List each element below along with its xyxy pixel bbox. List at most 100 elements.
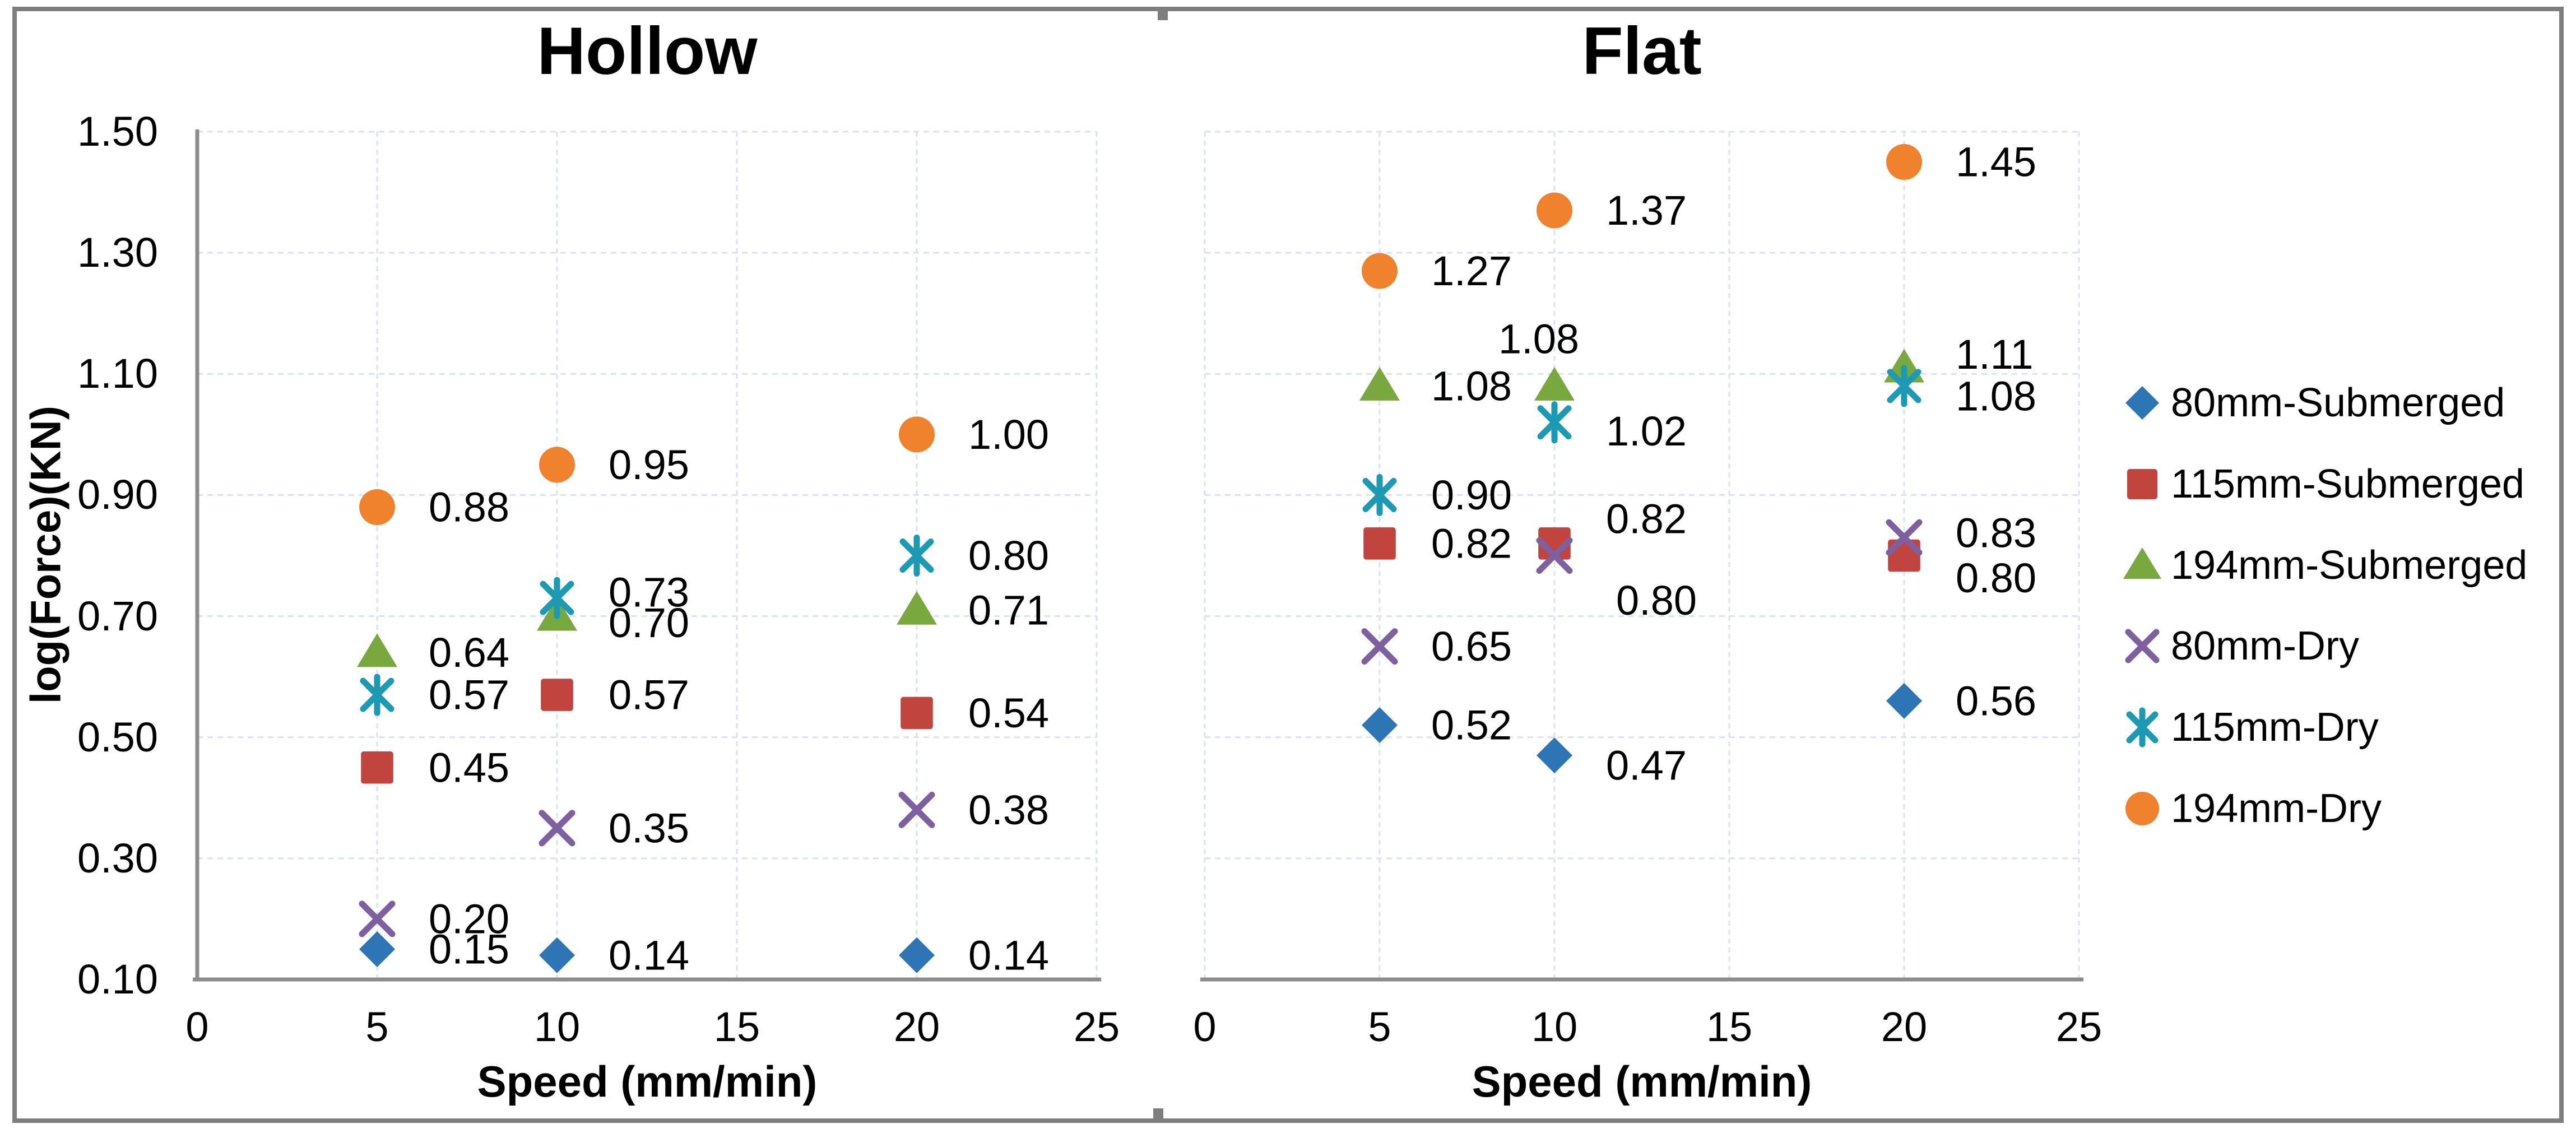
- data-label: 0.82: [1606, 495, 1687, 542]
- square-marker-icon: [2127, 468, 2157, 499]
- data-label: 1.00: [968, 411, 1049, 458]
- y-tick-label: 0.90: [77, 471, 158, 518]
- legend-label: 115mm-Dry: [2171, 705, 2379, 750]
- data-label: 0.14: [609, 932, 689, 978]
- data-label: 0.70: [609, 600, 689, 646]
- triangle-marker-icon: [2123, 547, 2161, 579]
- square-marker-icon: [901, 696, 933, 730]
- series-115mm-Dry: 0.57 0.73 0.80: [360, 532, 1049, 718]
- legend-item-80mm-Dry: 80mm-Dry: [2122, 623, 2359, 669]
- x-marker-icon: [898, 791, 935, 828]
- circle-marker-icon: [1537, 192, 1572, 229]
- legend-item-115mm-Submerged: 115mm-Submerged: [2122, 461, 2524, 507]
- x-tick-label: 25: [1073, 1004, 1120, 1050]
- data-label: 0.80: [968, 532, 1049, 579]
- data-label: 1.08: [1498, 315, 1579, 362]
- y-tick-label: 1.50: [77, 108, 158, 155]
- x-tick-label: 5: [1368, 1004, 1391, 1050]
- data-label: 0.73: [609, 569, 689, 616]
- circle-marker-icon: [2125, 792, 2159, 825]
- data-label: 0.82: [1431, 520, 1512, 566]
- x-marker-icon: [359, 900, 396, 937]
- x-icon: [2125, 629, 2160, 663]
- y-tick-label: 0.30: [77, 834, 158, 881]
- data-label: 1.37: [1606, 187, 1687, 234]
- x-tick-label: 5: [365, 1004, 389, 1050]
- data-label: 0.80: [1616, 577, 1697, 624]
- data-label: 1.02: [1606, 408, 1687, 454]
- chart-junction-notch-top: [1158, 11, 1168, 20]
- flat-chart-title: Flat: [1582, 13, 1702, 89]
- legend-item-115mm-Dry: 115mm-Dry: [2122, 704, 2379, 750]
- asterisk-marker-icon: [540, 577, 574, 619]
- data-label: 1.08: [1956, 373, 2036, 419]
- legend-label: 80mm-Submerged: [2171, 380, 2505, 425]
- y-tick-label: 1.10: [77, 350, 158, 397]
- diamond-icon: [2125, 386, 2159, 420]
- series-194mm-Dry: 1.27 1.37 1.45: [1362, 139, 2036, 294]
- x-marker-icon: [1886, 519, 1923, 556]
- circle-marker-icon: [1362, 253, 1398, 289]
- diamond-marker-icon: [1537, 737, 1572, 774]
- x-tick-label: 20: [1881, 1004, 1928, 1050]
- circle-marker-icon: [1886, 144, 1922, 180]
- x-tick-label: 25: [2055, 1004, 2102, 1050]
- data-label: 0.14: [968, 932, 1049, 978]
- hollow-axes: [193, 129, 1101, 982]
- diamond-marker-icon: [899, 937, 935, 973]
- circle-marker-icon: [899, 416, 935, 453]
- data-label: 1.11: [1956, 331, 2034, 378]
- y-tick-label: 0.10: [77, 956, 158, 1002]
- y-tick-label: 0.50: [77, 713, 158, 760]
- asterisk-marker-icon: [360, 674, 394, 716]
- triangle-icon: [2123, 547, 2161, 579]
- hollow-gridlines: [197, 131, 1098, 979]
- x-marker-icon: [2125, 629, 2160, 663]
- asterisk-marker-icon: [1537, 401, 1572, 444]
- data-label: 0.90: [1431, 472, 1512, 518]
- legend-item-194mm-Dry: 194mm-Dry: [2122, 786, 2382, 832]
- x-tick-label: 0: [185, 1004, 209, 1050]
- diamond-marker-icon: [1886, 682, 1922, 719]
- data-label: 0.80: [1956, 555, 2036, 601]
- data-label: 0.52: [1431, 702, 1512, 749]
- x-marker-icon: [1536, 537, 1573, 574]
- data-label: 0.64: [429, 629, 509, 676]
- square-marker-icon: [541, 679, 573, 711]
- square-marker-icon: [1363, 527, 1396, 560]
- asterisk-marker-icon: [1362, 473, 1397, 516]
- diamond-marker-icon: [359, 931, 395, 967]
- flat-gridlines: [1204, 131, 2080, 979]
- asterisk-marker-icon: [2126, 707, 2159, 747]
- diamond-marker-icon: [2125, 386, 2159, 420]
- square-icon: [2127, 468, 2157, 499]
- data-label: 0.45: [429, 744, 509, 791]
- data-label: 0.57: [609, 672, 689, 718]
- legend-item-194mm-Submerged: 194mm-Submerged: [2122, 542, 2527, 588]
- square-marker-icon: [361, 751, 393, 784]
- x-tick-label: 20: [893, 1004, 940, 1050]
- series-80mm-Submerged: 0.15 0.14 0.14: [359, 926, 1049, 978]
- series-80mm-Dry: 0.20 0.35 0.38: [359, 787, 1049, 942]
- series-194mm-Dry: 0.88 0.95 1.00: [359, 411, 1049, 531]
- hollow-x-axis-title: Speed (mm/min): [477, 1057, 818, 1106]
- diamond-marker-icon: [539, 937, 575, 973]
- legend-label: 194mm-Submerged: [2171, 542, 2528, 588]
- x-marker-icon: [539, 810, 575, 847]
- data-label: 1.08: [1431, 363, 1512, 409]
- data-label: 0.54: [968, 690, 1049, 736]
- series-115mm-Dry: 0.90 1.02 1.08: [1362, 365, 2036, 518]
- data-label: 0.38: [968, 787, 1049, 833]
- hollow-chart-title: Hollow: [537, 13, 758, 89]
- series-80mm-Dry: 0.650.800.83: [1361, 510, 2036, 670]
- data-label: 0.95: [609, 442, 689, 488]
- series-80mm-Submerged: 0.52 0.47 0.56: [1362, 677, 2036, 789]
- series-194mm-Submerged: 1.081.08 1.11: [1359, 315, 2034, 409]
- data-label: 0.57: [429, 672, 509, 718]
- x-marker-icon: [1361, 628, 1398, 665]
- data-label: 0.88: [429, 484, 509, 531]
- data-label: 0.47: [1606, 742, 1687, 789]
- x-tick-label: 10: [1531, 1004, 1578, 1050]
- triangle-marker-icon: [897, 591, 937, 625]
